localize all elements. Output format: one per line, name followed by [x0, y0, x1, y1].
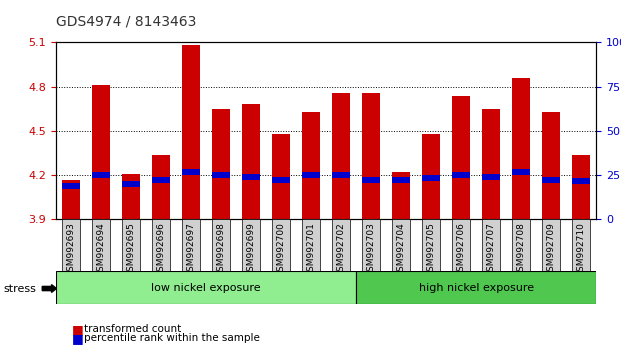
FancyBboxPatch shape	[422, 219, 440, 271]
Text: GSM992708: GSM992708	[517, 222, 525, 277]
Bar	[392, 172, 410, 219]
Bar	[62, 183, 80, 188]
Bar	[542, 177, 560, 183]
FancyBboxPatch shape	[182, 219, 200, 271]
FancyBboxPatch shape	[512, 219, 530, 271]
Bar	[482, 109, 500, 219]
FancyBboxPatch shape	[56, 271, 356, 304]
Text: low nickel exposure: low nickel exposure	[151, 282, 261, 293]
FancyBboxPatch shape	[122, 219, 140, 271]
FancyBboxPatch shape	[332, 219, 350, 271]
Bar	[242, 104, 260, 219]
Bar	[152, 177, 170, 183]
FancyBboxPatch shape	[242, 219, 260, 271]
Text: GSM992699: GSM992699	[247, 222, 255, 277]
FancyBboxPatch shape	[152, 219, 170, 271]
Text: GSM992696: GSM992696	[156, 222, 165, 277]
Bar	[62, 180, 80, 219]
Text: GSM992704: GSM992704	[397, 222, 406, 277]
Bar	[362, 177, 380, 183]
Bar	[152, 155, 170, 219]
Bar	[422, 175, 440, 181]
FancyBboxPatch shape	[362, 219, 380, 271]
FancyBboxPatch shape	[62, 219, 80, 271]
Text: GSM992705: GSM992705	[427, 222, 435, 277]
Bar	[512, 169, 530, 175]
Bar	[482, 174, 500, 179]
Bar	[332, 172, 350, 178]
Bar	[92, 172, 110, 178]
Text: high nickel exposure: high nickel exposure	[419, 282, 533, 293]
Text: GSM992707: GSM992707	[487, 222, 496, 277]
Text: transformed count: transformed count	[84, 324, 181, 334]
Bar	[182, 45, 200, 219]
FancyBboxPatch shape	[92, 219, 110, 271]
FancyBboxPatch shape	[482, 219, 500, 271]
Bar	[332, 93, 350, 219]
Bar	[422, 134, 440, 219]
Bar	[362, 93, 380, 219]
Text: GSM992700: GSM992700	[276, 222, 286, 277]
FancyBboxPatch shape	[572, 219, 590, 271]
Bar	[122, 181, 140, 187]
Bar	[512, 78, 530, 219]
Bar	[242, 174, 260, 179]
Text: GDS4974 / 8143463: GDS4974 / 8143463	[56, 14, 196, 28]
Text: GSM992695: GSM992695	[127, 222, 135, 277]
Bar	[272, 134, 290, 219]
Bar	[392, 177, 410, 183]
FancyBboxPatch shape	[356, 271, 596, 304]
Bar	[92, 85, 110, 219]
Bar	[452, 172, 470, 178]
Text: GSM992697: GSM992697	[186, 222, 196, 277]
Text: ■: ■	[71, 323, 83, 336]
FancyBboxPatch shape	[302, 219, 320, 271]
Bar	[452, 96, 470, 219]
FancyBboxPatch shape	[392, 219, 410, 271]
Bar	[182, 169, 200, 175]
FancyBboxPatch shape	[542, 219, 560, 271]
Bar	[572, 155, 590, 219]
FancyBboxPatch shape	[272, 219, 290, 271]
Bar	[302, 172, 320, 178]
Text: percentile rank within the sample: percentile rank within the sample	[84, 333, 260, 343]
Text: GSM992703: GSM992703	[366, 222, 376, 277]
Text: stress: stress	[3, 284, 36, 293]
Text: GSM992698: GSM992698	[217, 222, 225, 277]
Text: ■: ■	[71, 332, 83, 344]
Text: GSM992701: GSM992701	[307, 222, 315, 277]
FancyBboxPatch shape	[452, 219, 470, 271]
FancyBboxPatch shape	[212, 219, 230, 271]
Text: GSM992706: GSM992706	[456, 222, 466, 277]
Bar	[572, 178, 590, 184]
Text: GSM992709: GSM992709	[546, 222, 556, 277]
Bar	[542, 112, 560, 219]
Text: GSM992702: GSM992702	[337, 222, 345, 277]
Bar	[272, 177, 290, 183]
Bar	[212, 109, 230, 219]
Bar	[302, 112, 320, 219]
Text: GSM992694: GSM992694	[96, 222, 106, 277]
Bar	[122, 174, 140, 219]
Bar	[212, 172, 230, 178]
Text: GSM992710: GSM992710	[577, 222, 586, 277]
Text: GSM992693: GSM992693	[66, 222, 75, 277]
